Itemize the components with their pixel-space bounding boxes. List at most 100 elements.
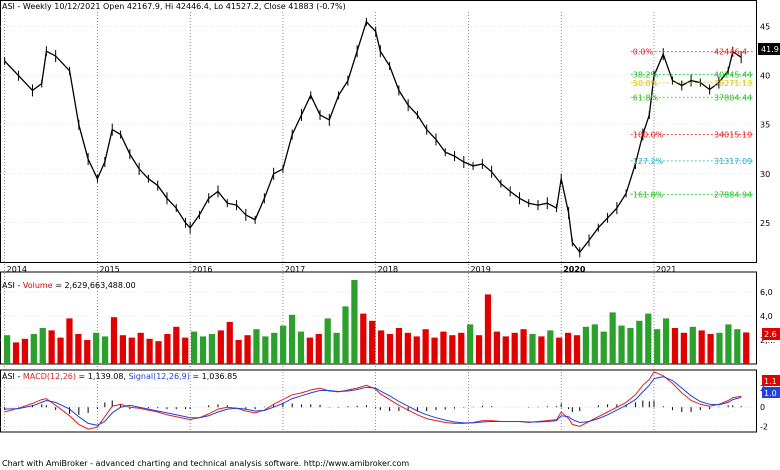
volume-bar: [484, 294, 492, 364]
volume-bar: [4, 335, 11, 364]
volume-bar: [636, 320, 643, 364]
price-title: ASI - Weekly 10/12/2021 Open 42167.9, Hi…: [2, 2, 346, 11]
volume-bar: [547, 330, 554, 364]
year-tick: 2021: [656, 265, 676, 274]
volume-bar: [600, 331, 607, 364]
volume-badge-text: 2.6: [764, 330, 777, 339]
price-badge-text: 41.9: [761, 45, 779, 54]
volume-bar: [413, 336, 420, 364]
year-tick: 2020: [563, 265, 586, 274]
volume-bar: [520, 329, 527, 364]
volume-bar: [217, 330, 224, 364]
volume-bar: [199, 336, 207, 364]
volume-bar: [707, 334, 714, 364]
volume-bar: [48, 330, 55, 364]
macd-badge-1: 1.1: [762, 375, 780, 386]
volume-bar: [627, 328, 634, 364]
volume-bar: [378, 330, 385, 364]
macd-y-tick: -2: [760, 422, 768, 431]
volume-bar: [734, 329, 741, 364]
volume-bar: [565, 332, 572, 364]
volume-bar: [538, 336, 545, 364]
volume-bar: [467, 324, 474, 364]
fib-value-label: 42446.4: [714, 48, 747, 57]
year-tick: 2018: [378, 265, 398, 274]
fib-value-label: 40145.44: [714, 70, 752, 79]
volume-title: ASI - Volume = 2,629,663,488.00: [2, 281, 136, 290]
volume-bar: [440, 331, 447, 364]
volume-bar: [288, 314, 296, 364]
volume-bar: [66, 318, 73, 364]
fib-value-label: 27884.94: [714, 191, 752, 200]
volume-bar: [226, 322, 233, 364]
volume-bar: [271, 332, 278, 364]
fib-value-label: 39271.13: [714, 79, 752, 88]
volume-bar: [725, 324, 732, 364]
volume-bar: [618, 325, 625, 364]
macd-title: ASI - MACD(12,26) = 1,139.08, Signal(12,…: [2, 372, 237, 381]
volume-bar: [297, 331, 305, 364]
volume-bar: [404, 332, 411, 364]
volume-bar: [698, 330, 705, 364]
volume-bar: [591, 324, 598, 364]
volume-bar: [645, 313, 652, 364]
volume-bar: [110, 317, 118, 364]
signal-line: [4, 376, 742, 426]
fib-value-label: 31317.09: [714, 157, 752, 166]
volume-bar: [164, 334, 171, 364]
volume-bar: [609, 312, 616, 364]
volume-bar: [743, 332, 750, 364]
volume-bar: [128, 337, 135, 364]
price-y-tick: 30: [760, 170, 770, 179]
volume-bar: [556, 337, 563, 364]
volume-bar: [529, 334, 536, 364]
volume-y-tick: 4,0: [760, 312, 773, 321]
macd-y-tick: 0: [760, 403, 765, 412]
price-badge: 41.9: [758, 43, 780, 55]
fib-pct-label: 0.0%: [633, 48, 654, 57]
volume-bar: [235, 340, 242, 364]
volume-bar: [253, 329, 260, 364]
volume-bar: [84, 340, 91, 364]
volume-bar: [12, 342, 20, 364]
volume-bar: [511, 332, 518, 364]
volume-bar: [449, 335, 456, 364]
year-tick: 2015: [99, 265, 119, 274]
volume-bar: [93, 332, 100, 364]
fib-value-label: 37804.44: [714, 93, 752, 102]
volume-bar: [475, 335, 483, 364]
volume-bar: [689, 326, 696, 364]
fib-pct-label: 61.8%: [633, 93, 659, 102]
volume-bar: [21, 338, 29, 364]
volume-bar: [360, 313, 367, 364]
macd-badge-1-text: 1.1: [764, 377, 777, 386]
volume-bar: [146, 338, 153, 364]
volume-bar: [351, 280, 358, 364]
macd-line: [4, 371, 742, 430]
volume-bar: [716, 332, 723, 364]
fib-pct-label: 50.0%: [633, 79, 659, 88]
volume-bar: [191, 331, 198, 364]
volume-bar: [155, 341, 162, 364]
volume-bar: [315, 334, 322, 364]
volume-y-tick: 6,0: [760, 288, 773, 297]
volume-bar: [431, 337, 438, 364]
price-y-tick: 25: [760, 219, 770, 228]
volume-bar: [493, 331, 500, 364]
volume-bar: [208, 334, 216, 364]
volume-bar: [395, 328, 403, 364]
fib-pct-label: 100.0%: [633, 130, 664, 139]
volume-y-tick: 2,...: [760, 336, 775, 345]
volume-bar: [280, 325, 287, 364]
volume-bar: [369, 320, 376, 364]
price-line: [4, 20, 742, 254]
price-y-tick: 35: [760, 121, 770, 130]
fib-pct-label: 161.8%: [633, 191, 664, 200]
price-y-tick: 40: [760, 72, 770, 81]
fib-pct-label: 127.2%: [633, 157, 664, 166]
volume-bar: [680, 332, 687, 364]
volume-bar: [306, 337, 313, 364]
gridlines: [0, 12, 756, 432]
volume-bar: [119, 335, 126, 364]
